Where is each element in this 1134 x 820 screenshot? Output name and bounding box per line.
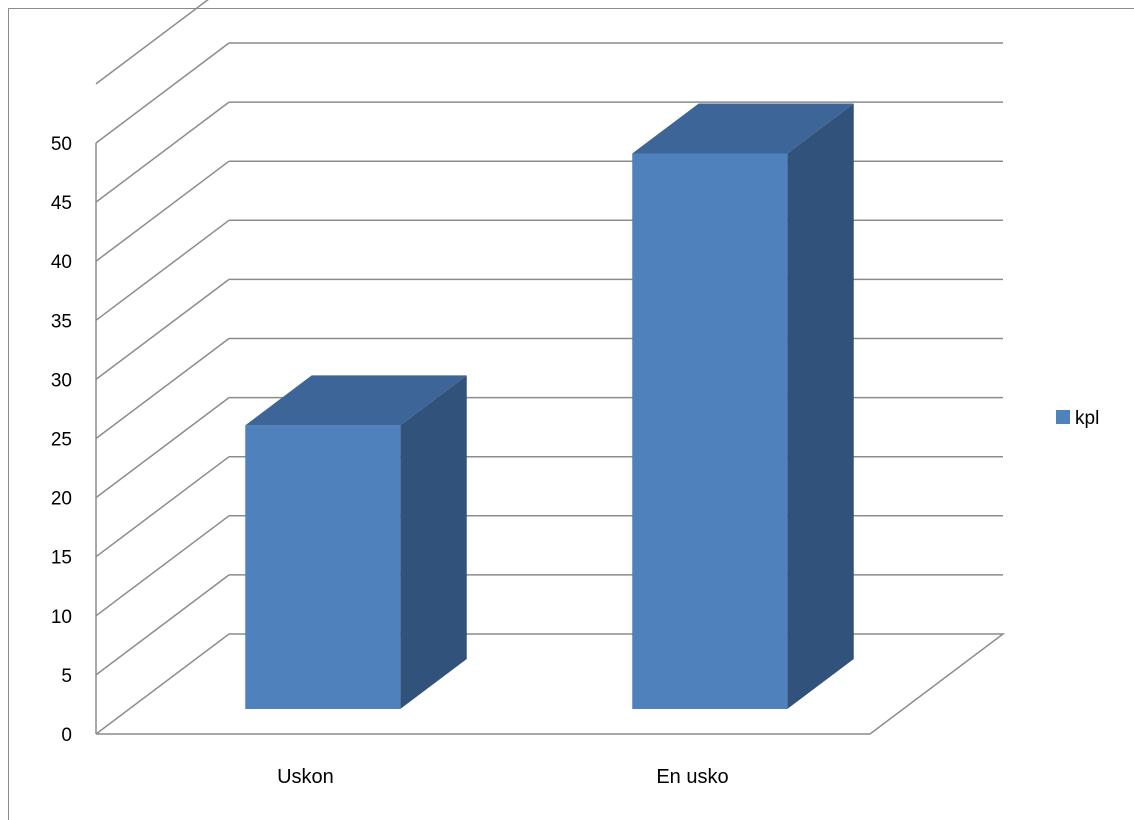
y-tick-label-15: 15 <box>51 548 72 569</box>
chart-walls <box>95 143 1006 735</box>
chart-area <box>8 8 1134 820</box>
gridlines <box>95 0 1003 676</box>
bar-uskon <box>245 375 467 709</box>
bar-top-face <box>245 375 467 426</box>
bar-front-face <box>245 425 401 709</box>
y-tick-label-25: 25 <box>51 430 72 451</box>
bar-front-face <box>632 153 788 709</box>
gridline-side-10 <box>95 515 230 617</box>
y-tick-label-45: 45 <box>51 193 72 214</box>
y-tick-label-10: 10 <box>51 607 72 628</box>
y-tick-label-50: 50 <box>51 134 72 155</box>
legend-label-kpl: kpl <box>1075 408 1099 429</box>
bars <box>245 103 854 709</box>
y-tick-label-35: 35 <box>51 311 72 332</box>
gridline-side-40 <box>95 160 230 262</box>
gridline-side-5 <box>95 574 230 676</box>
gridline-side-20 <box>95 397 230 499</box>
y-tick-label-5: 5 <box>61 666 72 687</box>
gridline-side-30 <box>95 278 230 380</box>
x-category-label-uskon: Uskon <box>277 766 334 788</box>
bar-top-face <box>632 103 854 154</box>
y-tick-label-30: 30 <box>51 370 72 391</box>
gridline-side-55 <box>95 0 209 85</box>
x-axis-category-labels: Uskon En usko <box>277 766 728 788</box>
gridline-side-35 <box>95 219 230 321</box>
x-category-label-en-usko: En usko <box>656 766 728 788</box>
bar-side-face <box>400 375 467 709</box>
legend: kpl <box>1056 408 1099 429</box>
y-tick-label-40: 40 <box>51 252 72 273</box>
y-axis-tick-labels: 0 5 10 15 20 25 30 35 40 45 50 <box>51 134 72 746</box>
floor <box>95 633 1006 735</box>
y-tick-label-0: 0 <box>61 725 72 746</box>
bar-side-face <box>787 103 854 709</box>
gridline-side-50 <box>95 42 230 144</box>
gridline-side-25 <box>95 337 230 440</box>
bar-en-usko <box>632 103 854 709</box>
gridline-side-15 <box>95 456 230 558</box>
legend-swatch-kpl <box>1056 410 1070 424</box>
y-tick-label-20: 20 <box>51 489 72 510</box>
gridline-side-45 <box>95 101 230 203</box>
